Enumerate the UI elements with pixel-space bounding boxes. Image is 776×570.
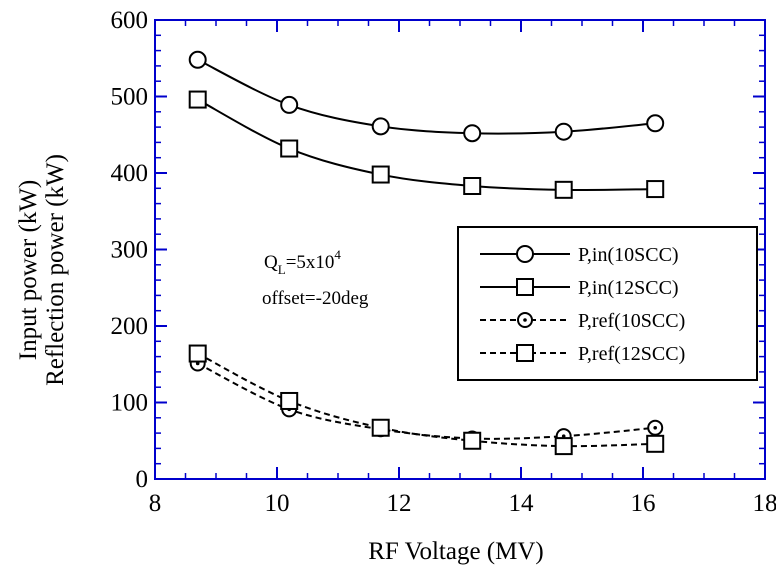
data-point (646, 180, 665, 199)
x-axis-label: RF Voltage (MV) (368, 538, 543, 565)
legend-item: P,in(10SCC) (480, 244, 679, 266)
legend-label: P,in(12SCC) (578, 277, 679, 299)
legend-label: P,ref(12SCC) (578, 343, 685, 365)
data-point (463, 177, 482, 196)
legend: P,in(10SCC) P,in(12SCC) P,ref(10SCC) P,ref(… (457, 226, 758, 381)
series-2 (188, 90, 665, 199)
y-tick-label: 200 (111, 313, 149, 340)
data-point (188, 50, 207, 69)
data-point (280, 139, 299, 158)
y-tick-label: 600 (111, 7, 149, 34)
annotation-offset: offset=-20deg (262, 288, 369, 309)
legend-item: P,ref(10SCC) (480, 310, 685, 332)
y-axis-label-line-1: Input power (kW) (15, 180, 42, 361)
y-tick-label: 300 (111, 237, 149, 264)
x-tick-label: 10 (265, 490, 290, 517)
data-point (371, 165, 390, 184)
data-point (516, 278, 534, 296)
data-point (371, 117, 390, 136)
series-4 (188, 344, 665, 456)
data-point (371, 418, 390, 437)
series-line (197, 98, 656, 191)
data-point (280, 391, 299, 410)
plot-frame (154, 19, 766, 480)
annotation-q-subscript: L (278, 262, 286, 277)
data-point (188, 344, 207, 363)
data-point-dot (561, 434, 566, 438)
x-tick-label: 18 (753, 490, 776, 517)
series-layer (188, 50, 665, 456)
data-point (554, 122, 573, 141)
x-tick-label: 16 (631, 490, 656, 517)
annotation: QL=5x104 offset=-20deg (262, 247, 369, 309)
legend-item: P,in(12SCC) (480, 277, 679, 299)
legend-label: P,in(10SCC) (578, 244, 679, 266)
data-point (554, 437, 573, 456)
data-point (554, 180, 573, 199)
series-line (197, 362, 656, 440)
y-tick-label: 0 (136, 466, 149, 493)
data-point-dot (195, 361, 200, 366)
data-point (280, 95, 299, 114)
annotation-q-superscript: 4 (334, 247, 341, 262)
data-point (188, 90, 207, 109)
y-tick-label: 500 (111, 84, 149, 111)
data-point (516, 344, 534, 362)
series-line (197, 58, 656, 135)
y-axis-label-line-2: Reflection power (kW) (42, 154, 69, 386)
legend-box (457, 226, 758, 381)
legend-item: P,ref(12SCC) (480, 343, 685, 365)
y-tick-label: 400 (111, 160, 149, 187)
series-1 (188, 50, 665, 143)
data-point-dot (653, 425, 657, 430)
data-point (516, 245, 534, 263)
annotation-q-factor: QL=5x104 (264, 247, 341, 277)
data-point (463, 124, 482, 143)
data-point (646, 114, 665, 133)
x-tick-label: 12 (387, 490, 412, 517)
x-tick-labels: 8 10 12 14 16 18 (149, 490, 776, 517)
data-point (646, 434, 665, 453)
legend-label: P,ref(10SCC) (578, 310, 685, 332)
y-tick-labels: 0 100 200 300 400 500 600 (111, 7, 149, 493)
y-tick-label: 100 (111, 390, 149, 417)
y-axis-label: Input power (kW) Reflection power (kW) (15, 154, 69, 386)
x-tick-label: 14 (509, 490, 535, 517)
data-point (463, 431, 482, 450)
data-point-dot (523, 318, 527, 322)
x-tick-label: 8 (149, 490, 162, 517)
